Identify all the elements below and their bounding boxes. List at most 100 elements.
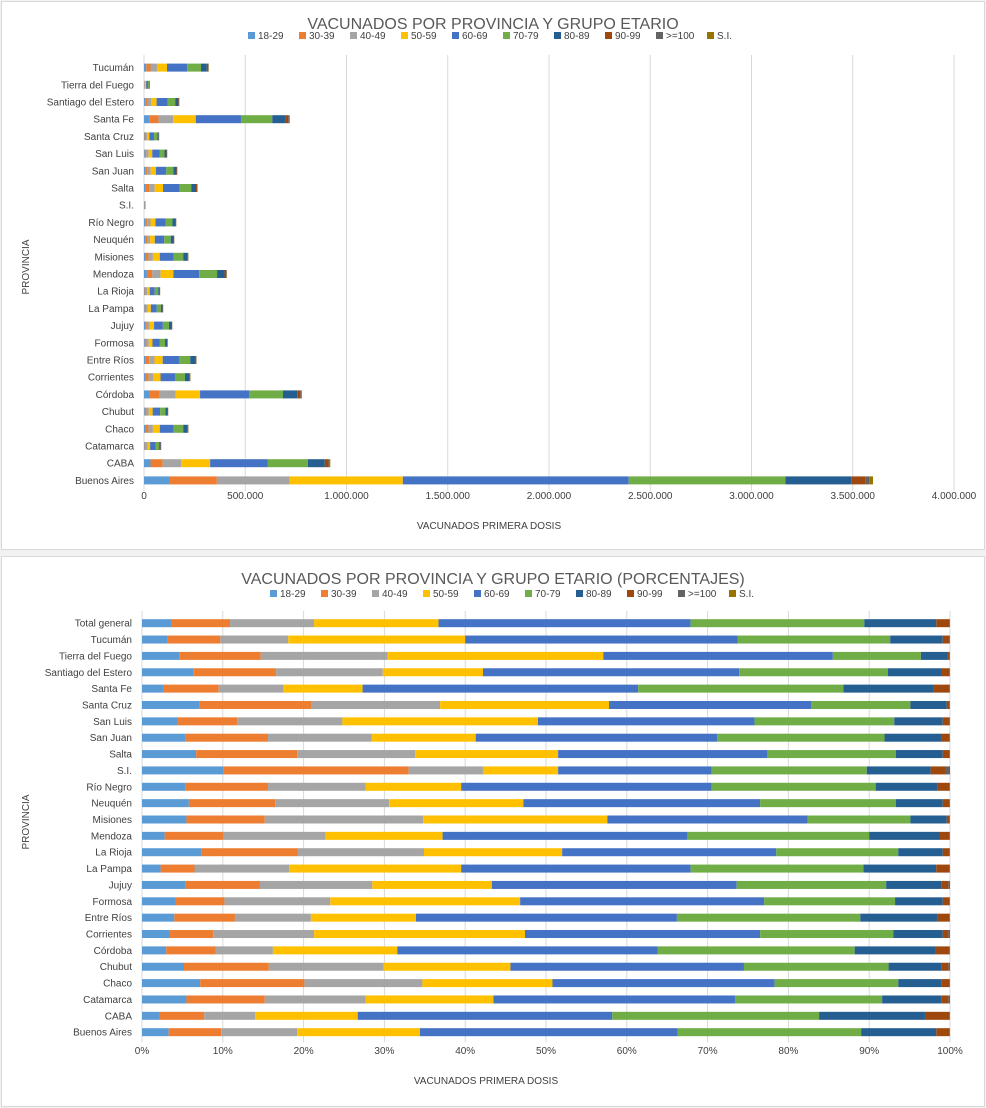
bar-la-pampa-70-79 xyxy=(690,864,864,873)
bar-mendoza-60-69 xyxy=(173,270,200,278)
bar-san-juan-60-69 xyxy=(155,166,167,175)
bar-la-pampa-90-99 xyxy=(936,864,950,873)
legend-label-18-29: 18-29 xyxy=(258,31,284,42)
bar-jujuy-100 xyxy=(948,880,950,889)
bar-s-i-18-29 xyxy=(142,766,224,775)
bar-san-juan-100 xyxy=(949,733,950,742)
y-tick-label-san-juan: San Juan xyxy=(92,166,134,177)
legend-label-60-69: 60-69 xyxy=(484,589,510,600)
bar-catamarca-40-49 xyxy=(145,442,148,450)
x-tick-label: 50% xyxy=(536,1046,556,1057)
y-tick-label-la-rioja: La Rioja xyxy=(95,848,132,859)
legend-label-60-69: 60-69 xyxy=(462,31,488,42)
bar-jujuy-40-49 xyxy=(146,321,150,330)
bar-tucuman-18-29 xyxy=(142,635,168,644)
bar-corrientes-80-89 xyxy=(184,373,190,382)
legend-label-30-39: 30-39 xyxy=(331,589,357,600)
y-tick-label-chaco: Chaco xyxy=(103,979,132,990)
legend-swatch-18-29 xyxy=(270,590,277,597)
bar-santiago-del-estero-70-79 xyxy=(739,668,888,677)
bar-chubut-60-69 xyxy=(510,962,744,971)
bar-chubut-80-89 xyxy=(888,962,942,971)
y-tick-label-caba: CABA xyxy=(105,1011,133,1022)
absolute-chart: VACUNADOS POR PROVINCIA Y GRUPO ETARIO 18… xyxy=(21,16,977,532)
y-tick-label-tucuman: Tucumán xyxy=(91,635,132,646)
bar-santiago-del-estero-70-79 xyxy=(167,98,176,106)
bar-caba-70-79 xyxy=(612,1011,820,1020)
percent-chart: VACUNADOS POR PROVINCIA Y GRUPO ETARIO (… xyxy=(21,571,963,1087)
bar-jujuy-90-99 xyxy=(941,880,949,889)
bar-santa-fe-50-59 xyxy=(283,684,363,693)
bar-total-general-50-59 xyxy=(314,619,439,628)
bar-chaco-70-79 xyxy=(173,424,184,433)
legend-swatch-100 xyxy=(678,590,685,597)
bar-cordoba-60-69 xyxy=(397,946,658,955)
bar-santa-cruz-30-39 xyxy=(199,700,312,709)
bar-santa-fe-100 xyxy=(949,684,950,693)
y-tick-label-santa-fe: Santa Fe xyxy=(93,115,134,126)
bar-santa-cruz-60-69 xyxy=(609,700,812,709)
chart-title: VACUNADOS POR PROVINCIA Y GRUPO ETARIO xyxy=(307,16,678,33)
x-tick-label: 0% xyxy=(135,1046,150,1057)
bar-la-pampa-80-89 xyxy=(160,304,163,313)
bar-neuquen-60-69 xyxy=(523,799,761,808)
y-tick-label-mendoza: Mendoza xyxy=(91,831,133,842)
bar-santa-cruz-80-89 xyxy=(157,132,159,141)
bar-rio-negro-40-49 xyxy=(268,782,366,791)
y-tick-label-tucuman: Tucumán xyxy=(93,63,134,74)
bar-chaco-90-99 xyxy=(941,979,950,988)
bar-tucuman-18-29 xyxy=(144,63,147,72)
bar-chubut-30-39 xyxy=(184,962,269,971)
bar-caba-60-69 xyxy=(357,1011,613,1020)
bar-buenos-aires-100 xyxy=(949,1028,950,1037)
bar-entre-rios-100 xyxy=(949,913,950,922)
legend-swatch-40-49 xyxy=(372,590,379,597)
bar-salta-80-89 xyxy=(895,750,943,759)
bar-san-luis-60-69 xyxy=(152,149,160,158)
bar-san-luis-18-29 xyxy=(142,717,178,726)
bar-neuquen-100 xyxy=(949,799,950,808)
bar-chubut-80-89 xyxy=(165,407,168,416)
bar-san-juan-40-49 xyxy=(268,733,372,742)
legend-label-30-39: 30-39 xyxy=(309,31,335,42)
chart-panel-absolute: VACUNADOS POR PROVINCIA Y GRUPO ETARIO 18… xyxy=(1,1,985,550)
bar-cordoba-50-59 xyxy=(175,390,201,399)
bar-chaco-60-69 xyxy=(552,979,775,988)
bar-mendoza-80-89 xyxy=(869,831,940,840)
bar-la-pampa-30-39 xyxy=(160,864,195,873)
bar-la-rioja-70-79 xyxy=(776,848,899,857)
legend-swatch-90-99 xyxy=(627,590,634,597)
y-tick-label-catamarca: Catamarca xyxy=(85,442,134,453)
bar-total-general-18-29 xyxy=(142,619,172,628)
y-tick-label-san-luis: San Luis xyxy=(95,149,134,160)
legend-swatch-s-i xyxy=(729,590,736,597)
bar-mendoza-60-69 xyxy=(442,831,688,840)
bar-la-rioja-90-99 xyxy=(942,848,950,857)
bar-jujuy-50-59 xyxy=(149,321,155,330)
bar-misiones-90-99 xyxy=(187,252,189,261)
legend-label-40-49: 40-49 xyxy=(382,589,408,600)
y-tick-label-salta: Salta xyxy=(111,184,134,195)
bar-san-juan-50-59 xyxy=(150,166,156,175)
y-tick-label-chubut: Chubut xyxy=(102,407,134,418)
bar-caba-60-69 xyxy=(210,459,268,468)
bar-tierra-del-fuego-80-89 xyxy=(149,80,150,89)
y-tick-label-buenos-aires: Buenos Aires xyxy=(75,476,134,487)
bar-salta-50-59 xyxy=(154,184,164,192)
bar-mendoza-30-39 xyxy=(146,270,153,278)
bar-santiago-del-estero-100 xyxy=(949,668,950,677)
bar-caba-90-99 xyxy=(924,1011,950,1020)
bar-santa-cruz-60-69 xyxy=(149,132,155,141)
bar-catamarca-50-59 xyxy=(365,995,494,1004)
bar-buenos-aires-80-89 xyxy=(861,1028,937,1037)
bar-caba-40-49 xyxy=(162,459,182,468)
bar-san-juan-80-89 xyxy=(884,733,942,742)
bar-buenos-aires-18-29 xyxy=(144,476,170,485)
bar-s-i-90-99 xyxy=(930,766,946,775)
bar-neuquen-70-79 xyxy=(164,235,171,244)
bar-rio-negro-50-59 xyxy=(150,218,156,227)
bar-corrientes-50-59 xyxy=(153,373,161,382)
bar-chaco-18-29 xyxy=(142,979,201,988)
bar-buenos-aires-40-49 xyxy=(221,1028,298,1037)
bar-entre-rios-50-59 xyxy=(154,356,163,364)
